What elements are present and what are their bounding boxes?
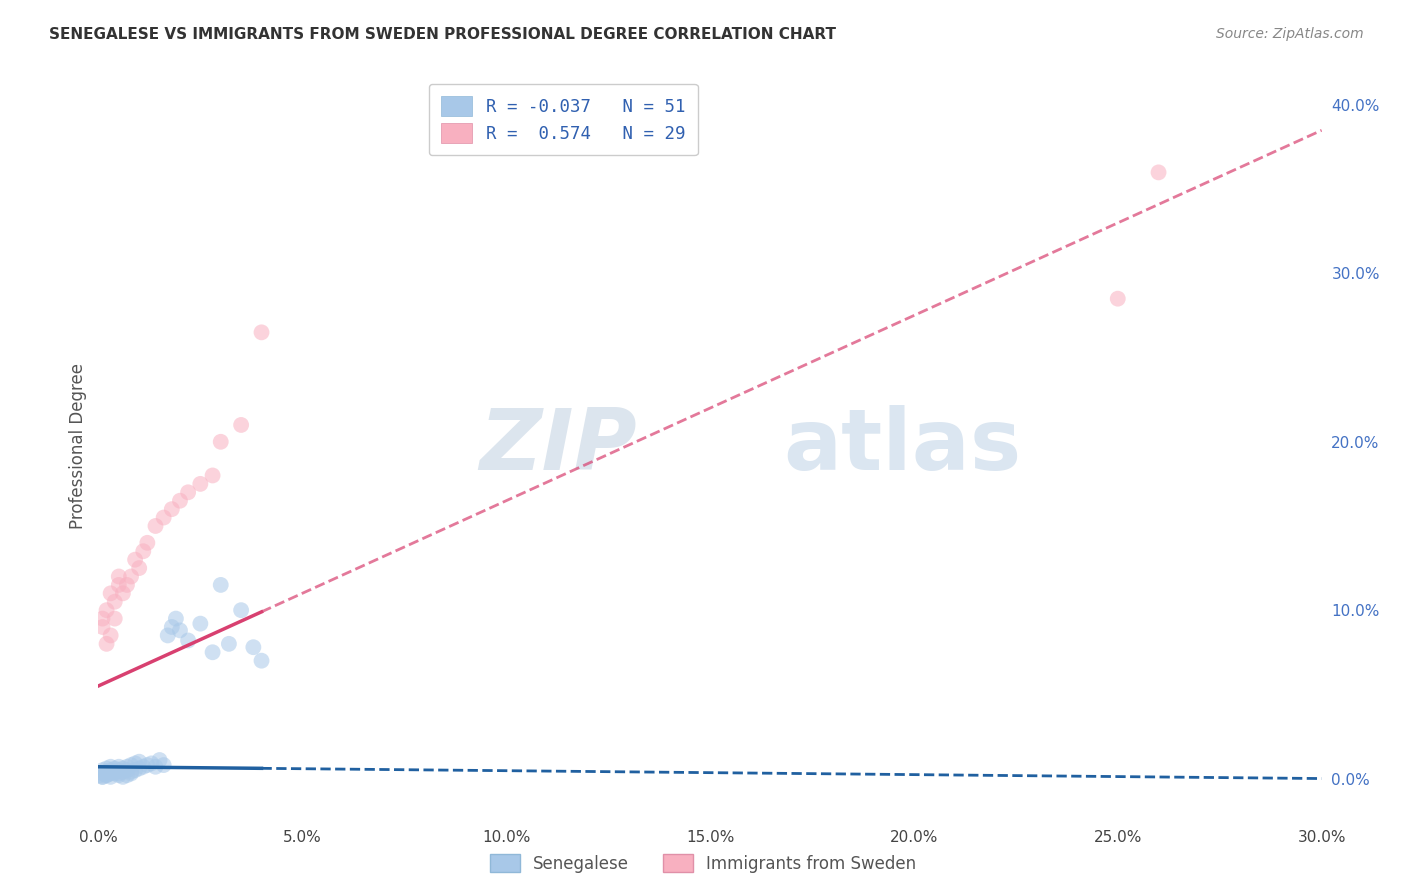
Point [91,763,114,777]
Point [108,768,131,782]
Point [124,756,146,771]
Point [89,768,111,782]
Point [111,586,134,600]
Point [169,624,191,638]
Point [111,770,134,784]
Point [91,766,114,780]
Point [132,544,155,558]
Point [96,764,118,779]
Point [188,616,212,631]
Point [128,755,150,769]
Point [128,561,150,575]
Point [96,768,118,782]
Point [104,761,127,775]
Point [91,770,114,784]
Point [149,753,172,767]
Point [120,758,142,772]
Point [136,758,159,772]
Point [124,763,146,777]
Point [120,764,142,779]
Point [177,633,200,648]
Point [104,595,127,609]
Point [115,763,138,777]
Point [91,770,114,784]
Point [100,586,122,600]
Point [152,758,174,772]
Point [231,417,253,432]
Legend: Senegalese, Immigrants from Sweden: Senegalese, Immigrants from Sweden [484,847,922,880]
Point [96,768,118,782]
Point [177,485,200,500]
Point [100,770,122,784]
Point [120,766,142,780]
Point [209,434,232,449]
Point [141,756,163,771]
Y-axis label: Professional Degree: Professional Degree [69,363,87,529]
Point [111,761,134,775]
Point [115,578,138,592]
Legend: R = -0.037   N = 51, R =  0.574   N = 29: R = -0.037 N = 51, R = 0.574 N = 29 [429,84,697,155]
Point [100,763,122,777]
Point [104,611,127,625]
Point [209,578,232,592]
Point [242,640,264,655]
Point [111,764,134,779]
Point [115,760,138,774]
Point [188,476,212,491]
Point [160,502,183,516]
Text: atlas: atlas [783,404,1022,488]
Point [96,761,118,775]
Point [250,654,273,668]
Point [218,637,240,651]
Point [108,578,131,592]
Text: Source: ZipAtlas.com: Source: ZipAtlas.com [1216,27,1364,41]
Point [120,569,142,583]
Point [96,603,118,617]
Point [108,766,131,780]
Point [136,536,159,550]
Point [160,620,183,634]
Point [1107,292,1129,306]
Point [91,611,114,625]
Point [152,510,174,524]
Point [91,620,114,634]
Point [250,326,273,340]
Point [96,637,118,651]
Text: SENEGALESE VS IMMIGRANTS FROM SWEDEN PROFESSIONAL DEGREE CORRELATION CHART: SENEGALESE VS IMMIGRANTS FROM SWEDEN PRO… [49,27,837,42]
Point [169,493,191,508]
Point [231,603,253,617]
Point [145,760,167,774]
Point [104,764,127,779]
Point [132,760,155,774]
Point [156,628,179,642]
Point [108,760,131,774]
Point [108,763,131,777]
Point [128,761,150,775]
Point [100,628,122,642]
Point [115,768,138,782]
Point [145,519,167,533]
Point [124,552,146,566]
Point [1147,165,1170,179]
Point [165,611,187,625]
Point [100,766,122,780]
Point [100,760,122,774]
Point [108,569,131,583]
Text: ZIP: ZIP [479,404,637,488]
Point [104,766,127,780]
Point [201,468,224,483]
Point [201,645,224,659]
